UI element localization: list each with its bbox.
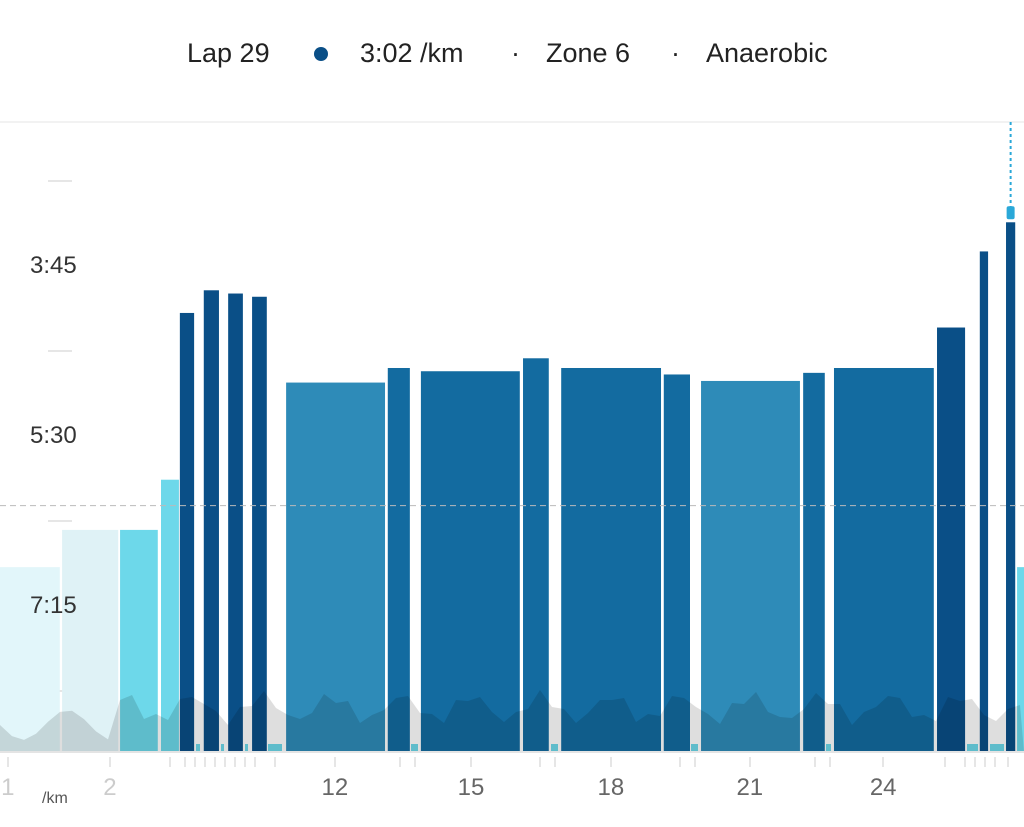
x-tick-label: 15 (457, 774, 485, 801)
lap-bar[interactable] (62, 529, 119, 752)
recovery-bar (245, 744, 248, 752)
lap-bar[interactable] (1006, 222, 1016, 753)
lap-summary-header: Lap 29 3:02 /km · Zone 6 · Anaerobic (0, 34, 1024, 78)
lap-bar[interactable] (833, 367, 934, 752)
separator: · (511, 38, 520, 68)
lap-bar[interactable] (0, 567, 60, 752)
x-tick-label: 18 (597, 774, 625, 801)
lap-label: Lap 29 (187, 38, 270, 68)
x-tick-label: 2 (103, 774, 117, 801)
separator: · (671, 38, 680, 68)
recovery-bar (411, 744, 418, 752)
recovery-bar (268, 744, 282, 752)
recovery-bar (826, 744, 831, 752)
recovery-bar (551, 744, 558, 752)
recovery-bar (221, 744, 224, 752)
y-tick-label: 3:45 (30, 252, 77, 279)
lap-bar[interactable] (161, 479, 179, 752)
lap-bar[interactable] (803, 372, 825, 752)
selection-handle-icon (1006, 206, 1015, 220)
x-tick-label: 1 (1, 774, 15, 801)
lap-bar[interactable] (1017, 567, 1024, 752)
lap-bar[interactable] (203, 290, 219, 752)
x-axis-unit: /km (42, 790, 68, 807)
lap-bar[interactable] (420, 371, 520, 752)
lap-bar[interactable] (561, 367, 662, 752)
lap-bar[interactable] (120, 529, 158, 752)
lap-bar[interactable] (286, 382, 386, 752)
x-tick-label: 21 (736, 774, 764, 801)
lap-bar[interactable] (228, 293, 243, 752)
recovery-bar (967, 744, 978, 752)
y-tick-label: 7:15 (30, 592, 77, 619)
lap-bar[interactable] (179, 312, 195, 752)
zone-dot-icon (314, 47, 328, 61)
recovery-bar (196, 744, 200, 752)
lap-zone: Zone 6 (546, 38, 631, 68)
lap-pace: 3:02 /km (360, 38, 464, 68)
elevation-area (0, 690, 1024, 752)
recovery-bar (691, 744, 698, 752)
lap-bar[interactable] (701, 380, 800, 752)
lap-bar[interactable] (523, 358, 549, 752)
lap-bar[interactable] (663, 374, 690, 752)
lap-bar[interactable] (387, 367, 410, 752)
x-tick-label: 24 (869, 774, 897, 801)
x-tick-label: 12 (321, 774, 349, 801)
y-tick-label: 5:30 (30, 422, 77, 449)
lap-bar[interactable] (979, 251, 989, 752)
lap-bar[interactable] (937, 327, 966, 752)
zone-name: Anaerobic (706, 38, 828, 68)
lap-bar[interactable] (252, 296, 267, 752)
recovery-bar (990, 744, 1004, 752)
